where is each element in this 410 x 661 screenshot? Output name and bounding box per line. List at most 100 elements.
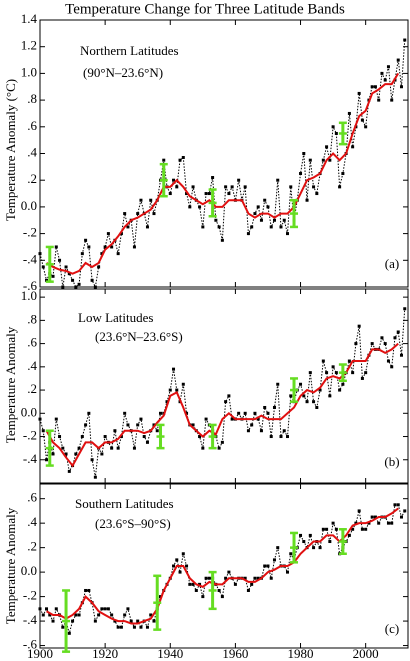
data-point — [279, 225, 283, 229]
data-point — [93, 475, 97, 479]
data-point — [396, 330, 400, 334]
data-point — [87, 245, 91, 249]
data-point — [383, 78, 387, 82]
data-point — [227, 192, 231, 196]
data-point — [373, 85, 377, 89]
data-point — [152, 619, 156, 623]
data-point — [282, 429, 286, 433]
data-point — [116, 446, 120, 450]
data-point — [237, 178, 241, 182]
y-axis-label: Temperature Anomaly (°C) — [3, 79, 18, 221]
data-point — [253, 212, 257, 216]
y-tick-label: -.2 — [23, 225, 37, 240]
data-point — [390, 521, 394, 525]
data-point — [334, 371, 338, 375]
data-point — [93, 619, 97, 623]
data-point — [373, 515, 377, 519]
data-point — [269, 576, 273, 580]
y-tick-label: 0.0 — [21, 198, 37, 213]
data-point — [272, 218, 276, 222]
data-point — [286, 570, 290, 574]
data-point — [230, 417, 234, 421]
data-point — [318, 388, 322, 392]
data-point — [113, 619, 117, 623]
annotation: (a) — [385, 256, 399, 271]
data-point — [377, 521, 381, 525]
data-point — [299, 533, 303, 537]
data-point — [201, 446, 205, 450]
chart-title: Temperature Change for Three Latitude Ba… — [65, 1, 345, 17]
data-point — [191, 423, 195, 427]
data-point — [54, 245, 58, 249]
data-point — [38, 417, 42, 421]
data-point — [61, 625, 65, 629]
data-point — [266, 205, 270, 209]
data-point — [198, 582, 202, 586]
data-point — [149, 198, 153, 202]
data-point — [321, 527, 325, 531]
data-point — [139, 198, 143, 202]
data-point — [227, 394, 231, 398]
data-point — [250, 225, 254, 229]
data-point — [90, 278, 94, 282]
data-point — [364, 125, 368, 129]
data-point — [214, 218, 218, 222]
data-point — [357, 91, 361, 95]
data-point — [403, 509, 407, 513]
data-point — [139, 417, 143, 421]
data-point — [61, 285, 65, 289]
annotation: (23.6°N–23.6°S) — [95, 329, 183, 344]
data-point — [338, 388, 342, 392]
data-point — [403, 38, 407, 42]
data-point — [207, 192, 211, 196]
data-point — [305, 198, 309, 202]
y-tick-label: .4 — [27, 514, 37, 529]
data-point — [204, 192, 208, 196]
data-point — [224, 400, 228, 404]
y-tick-label: 0.0 — [21, 404, 37, 419]
y-axis-label: Temperature Anomaly — [3, 507, 18, 624]
annotation: Low Latitudes — [78, 310, 153, 325]
y-tick-label: .6 — [27, 118, 37, 133]
y-tick-label: .8 — [27, 311, 37, 326]
data-point — [334, 131, 338, 135]
data-point — [224, 185, 228, 189]
data-point — [139, 625, 143, 629]
y-tick-label: .2 — [27, 539, 37, 554]
data-point — [41, 265, 45, 269]
y-tick-label: -.4 — [23, 251, 38, 266]
data-point — [250, 423, 254, 427]
data-point — [334, 527, 338, 531]
data-point — [145, 625, 149, 629]
data-point — [305, 400, 309, 404]
data-point — [328, 158, 332, 162]
data-point — [347, 111, 351, 115]
data-point — [233, 582, 237, 586]
annotation: Northern Latitudes — [80, 43, 179, 58]
data-point — [370, 85, 374, 89]
data-point — [347, 533, 351, 537]
data-point — [185, 411, 189, 415]
data-point — [191, 582, 195, 586]
data-point — [354, 521, 358, 525]
data-point — [132, 245, 136, 249]
data-point — [259, 429, 263, 433]
data-point — [299, 382, 303, 386]
data-point — [399, 85, 403, 89]
data-point — [54, 607, 58, 611]
data-point — [132, 446, 136, 450]
data-point — [149, 613, 153, 617]
x-tick-label: 1940 — [157, 646, 183, 661]
data-point — [386, 521, 390, 525]
data-point — [201, 595, 205, 599]
data-point — [338, 185, 342, 189]
data-point — [100, 452, 104, 456]
data-point — [84, 238, 88, 242]
data-point — [390, 98, 394, 102]
data-point — [110, 446, 114, 450]
data-point — [357, 324, 361, 328]
data-point — [136, 423, 140, 427]
data-point — [172, 367, 176, 371]
data-point — [181, 382, 185, 386]
